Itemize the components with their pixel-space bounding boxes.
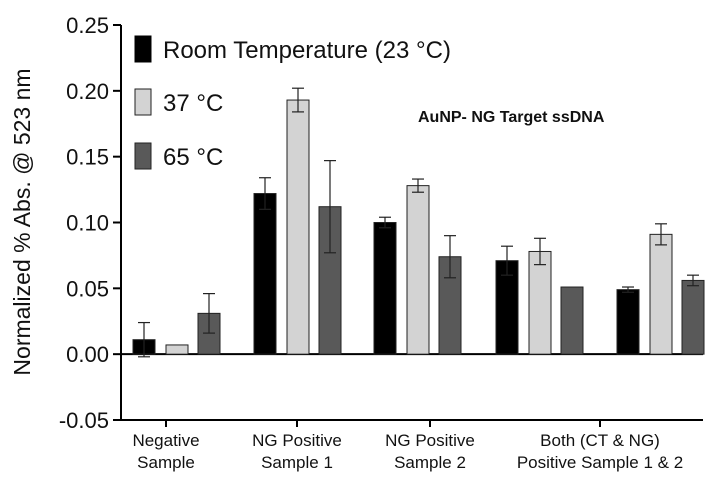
bar	[286, 99, 310, 355]
y-tick-label: -0.05	[59, 408, 109, 433]
legend-swatch-room-temperature	[134, 35, 152, 63]
y-tick-label: 0.20	[66, 79, 109, 104]
bar	[649, 233, 673, 355]
x-tick-label: Sample 1	[261, 453, 333, 472]
y-axis-title: Normalized % Abs. @ 523 nm	[9, 68, 35, 375]
legend-swatch-65c	[134, 142, 152, 170]
bar	[616, 289, 640, 355]
x-tick-label: NG Positive	[252, 431, 342, 450]
bar	[253, 193, 277, 355]
bar	[681, 279, 705, 355]
legend: Room Temperature (23 °C) 37 °C 65 °C	[134, 35, 451, 171]
plot-area: -0.05 0.00 0.05 0.10 0.15 0.20 0.25 Negative Sam…	[59, 13, 705, 472]
x-tick-label: Sample	[137, 453, 195, 472]
y-tick-label: 0.15	[66, 145, 109, 170]
bar	[560, 286, 584, 355]
x-tick-label: Positive Sample 1 & 2	[517, 453, 683, 472]
y-tick-label: 0.25	[66, 13, 109, 38]
legend-label-room-temperature: Room Temperature (23 °C)	[163, 37, 451, 64]
bar	[406, 185, 430, 355]
bar	[528, 250, 552, 355]
y-tick-label: 0.00	[66, 342, 109, 367]
y-tick-label: 0.10	[66, 211, 109, 236]
x-tick-label: NG Positive	[385, 431, 475, 450]
legend-label-65c: 65 °C	[163, 144, 223, 171]
legend-label-37c: 37 °C	[163, 90, 223, 117]
annotation-label: AuNP- NG Target ssDNA	[418, 109, 605, 126]
x-tick-label: Both (CT & NG)	[540, 431, 660, 450]
legend-swatch-37c	[134, 88, 152, 116]
bar	[165, 344, 189, 355]
x-tick-label: Sample 2	[394, 453, 466, 472]
y-tick-label: 0.05	[66, 276, 109, 301]
bar	[373, 222, 397, 355]
x-tick-label: Negative	[132, 431, 199, 450]
